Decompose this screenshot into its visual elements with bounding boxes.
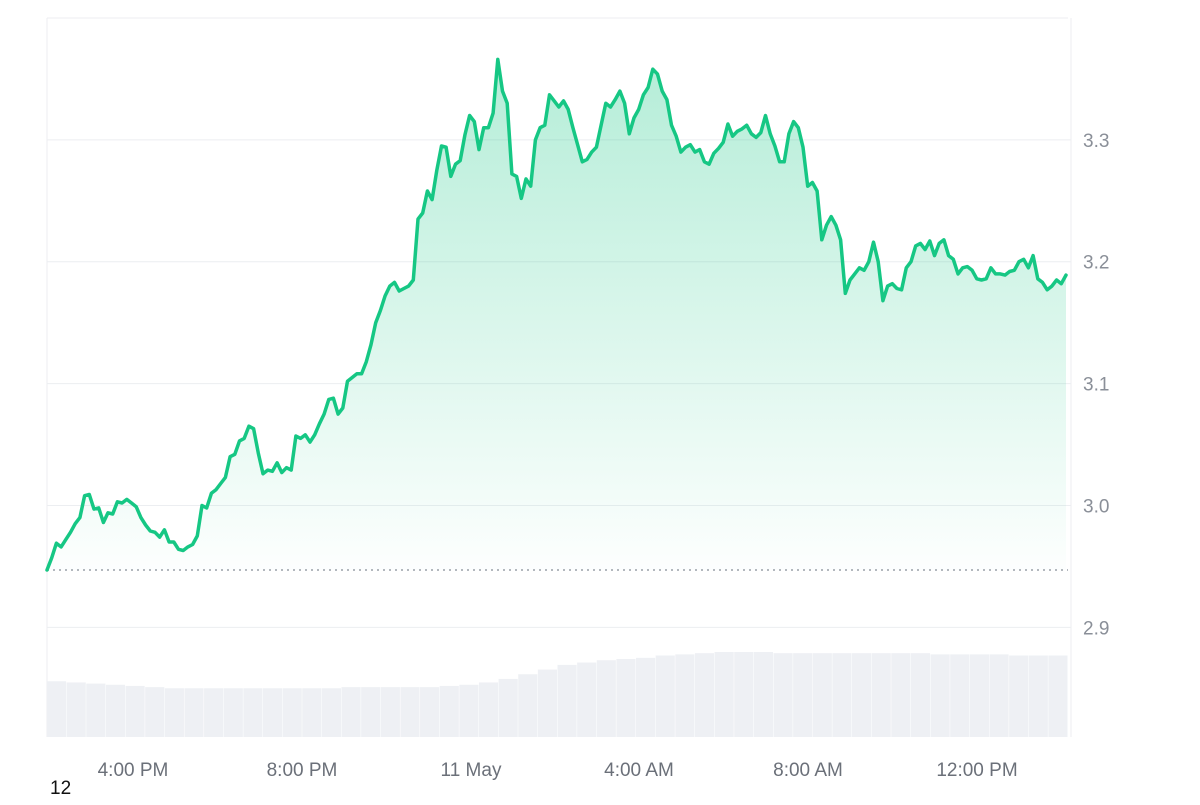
volume-bar <box>891 653 911 737</box>
volume-bar <box>380 687 400 737</box>
y-axis-ticks: 3.3 3.2 3.1 3.0 2.9 <box>1083 131 1109 639</box>
volume-bar <box>714 652 734 737</box>
volume-bar <box>950 654 970 737</box>
volume-bar <box>969 654 989 737</box>
volume-bar <box>910 653 931 737</box>
price-area <box>47 59 1066 571</box>
volume-bar <box>694 653 715 737</box>
volume-bar <box>282 688 302 737</box>
volume-bar <box>773 653 793 737</box>
volume-bar <box>675 654 695 737</box>
volume-bar <box>793 653 813 737</box>
y-tick-label: 3.2 <box>1083 253 1109 274</box>
y-tick-label: 3.0 <box>1083 496 1109 517</box>
volume-bar <box>616 659 636 737</box>
volume-bar <box>930 654 950 737</box>
volume-bar <box>871 653 891 737</box>
volume-bar <box>420 687 440 737</box>
volume-bar <box>341 687 361 737</box>
volume-bar <box>518 674 538 737</box>
volume-bar <box>812 653 832 737</box>
volume-bar <box>184 688 204 737</box>
volume-bar <box>86 683 106 737</box>
x-tick-label: 11 May <box>441 760 502 781</box>
x-tick-label: 12:00 PM <box>936 760 1017 781</box>
volume-bar <box>204 688 224 737</box>
volume-bar <box>577 662 597 737</box>
volume-bar <box>302 688 322 737</box>
volume-bar <box>989 654 1009 737</box>
y-tick-label: 3.3 <box>1083 131 1109 152</box>
volume-bar <box>478 682 499 737</box>
corner-label: 12 <box>50 778 72 799</box>
chart-frame <box>46 17 1072 737</box>
volume-bar <box>459 684 479 737</box>
volume-bar <box>164 688 184 737</box>
volume-bar <box>243 688 263 737</box>
volume-bar <box>1028 655 1048 737</box>
volume-bar <box>1009 655 1029 737</box>
volume-bar <box>321 688 342 737</box>
volume-bar <box>596 660 616 737</box>
volume-bar <box>852 653 872 737</box>
volume-bar <box>1048 655 1068 737</box>
volume-bar <box>498 678 518 737</box>
x-axis-ticks: 4:00 PM 8:00 PM 11 May 4:00 AM 8:00 AM 12:00 … <box>98 760 1018 781</box>
volume-bar <box>557 664 577 737</box>
volume-bar <box>223 688 243 737</box>
volume-bar <box>400 687 420 737</box>
volume-bar <box>145 687 165 737</box>
volume-bar <box>655 655 675 737</box>
x-tick-label: 4:00 AM <box>604 760 674 781</box>
x-tick-label: 8:00 PM <box>267 760 338 781</box>
volume-bar <box>832 653 852 737</box>
y-tick-label: 2.9 <box>1083 618 1109 639</box>
volume-bar <box>361 687 381 737</box>
volume-bar <box>262 688 283 737</box>
x-tick-label: 8:00 AM <box>773 760 843 781</box>
volume-bar <box>66 682 86 737</box>
volume-bars <box>47 652 1068 737</box>
volume-bar <box>636 657 656 737</box>
volume-bar <box>47 681 67 737</box>
volume-bar <box>537 669 557 737</box>
volume-bar <box>734 652 754 737</box>
y-tick-label: 3.1 <box>1083 375 1109 396</box>
volume-bar <box>439 685 459 737</box>
volume-bar <box>753 652 773 737</box>
volume-bar <box>105 684 126 737</box>
price-line[interactable] <box>45 57 1068 572</box>
volume-bar <box>125 685 145 737</box>
x-tick-label: 4:00 PM <box>98 760 169 781</box>
